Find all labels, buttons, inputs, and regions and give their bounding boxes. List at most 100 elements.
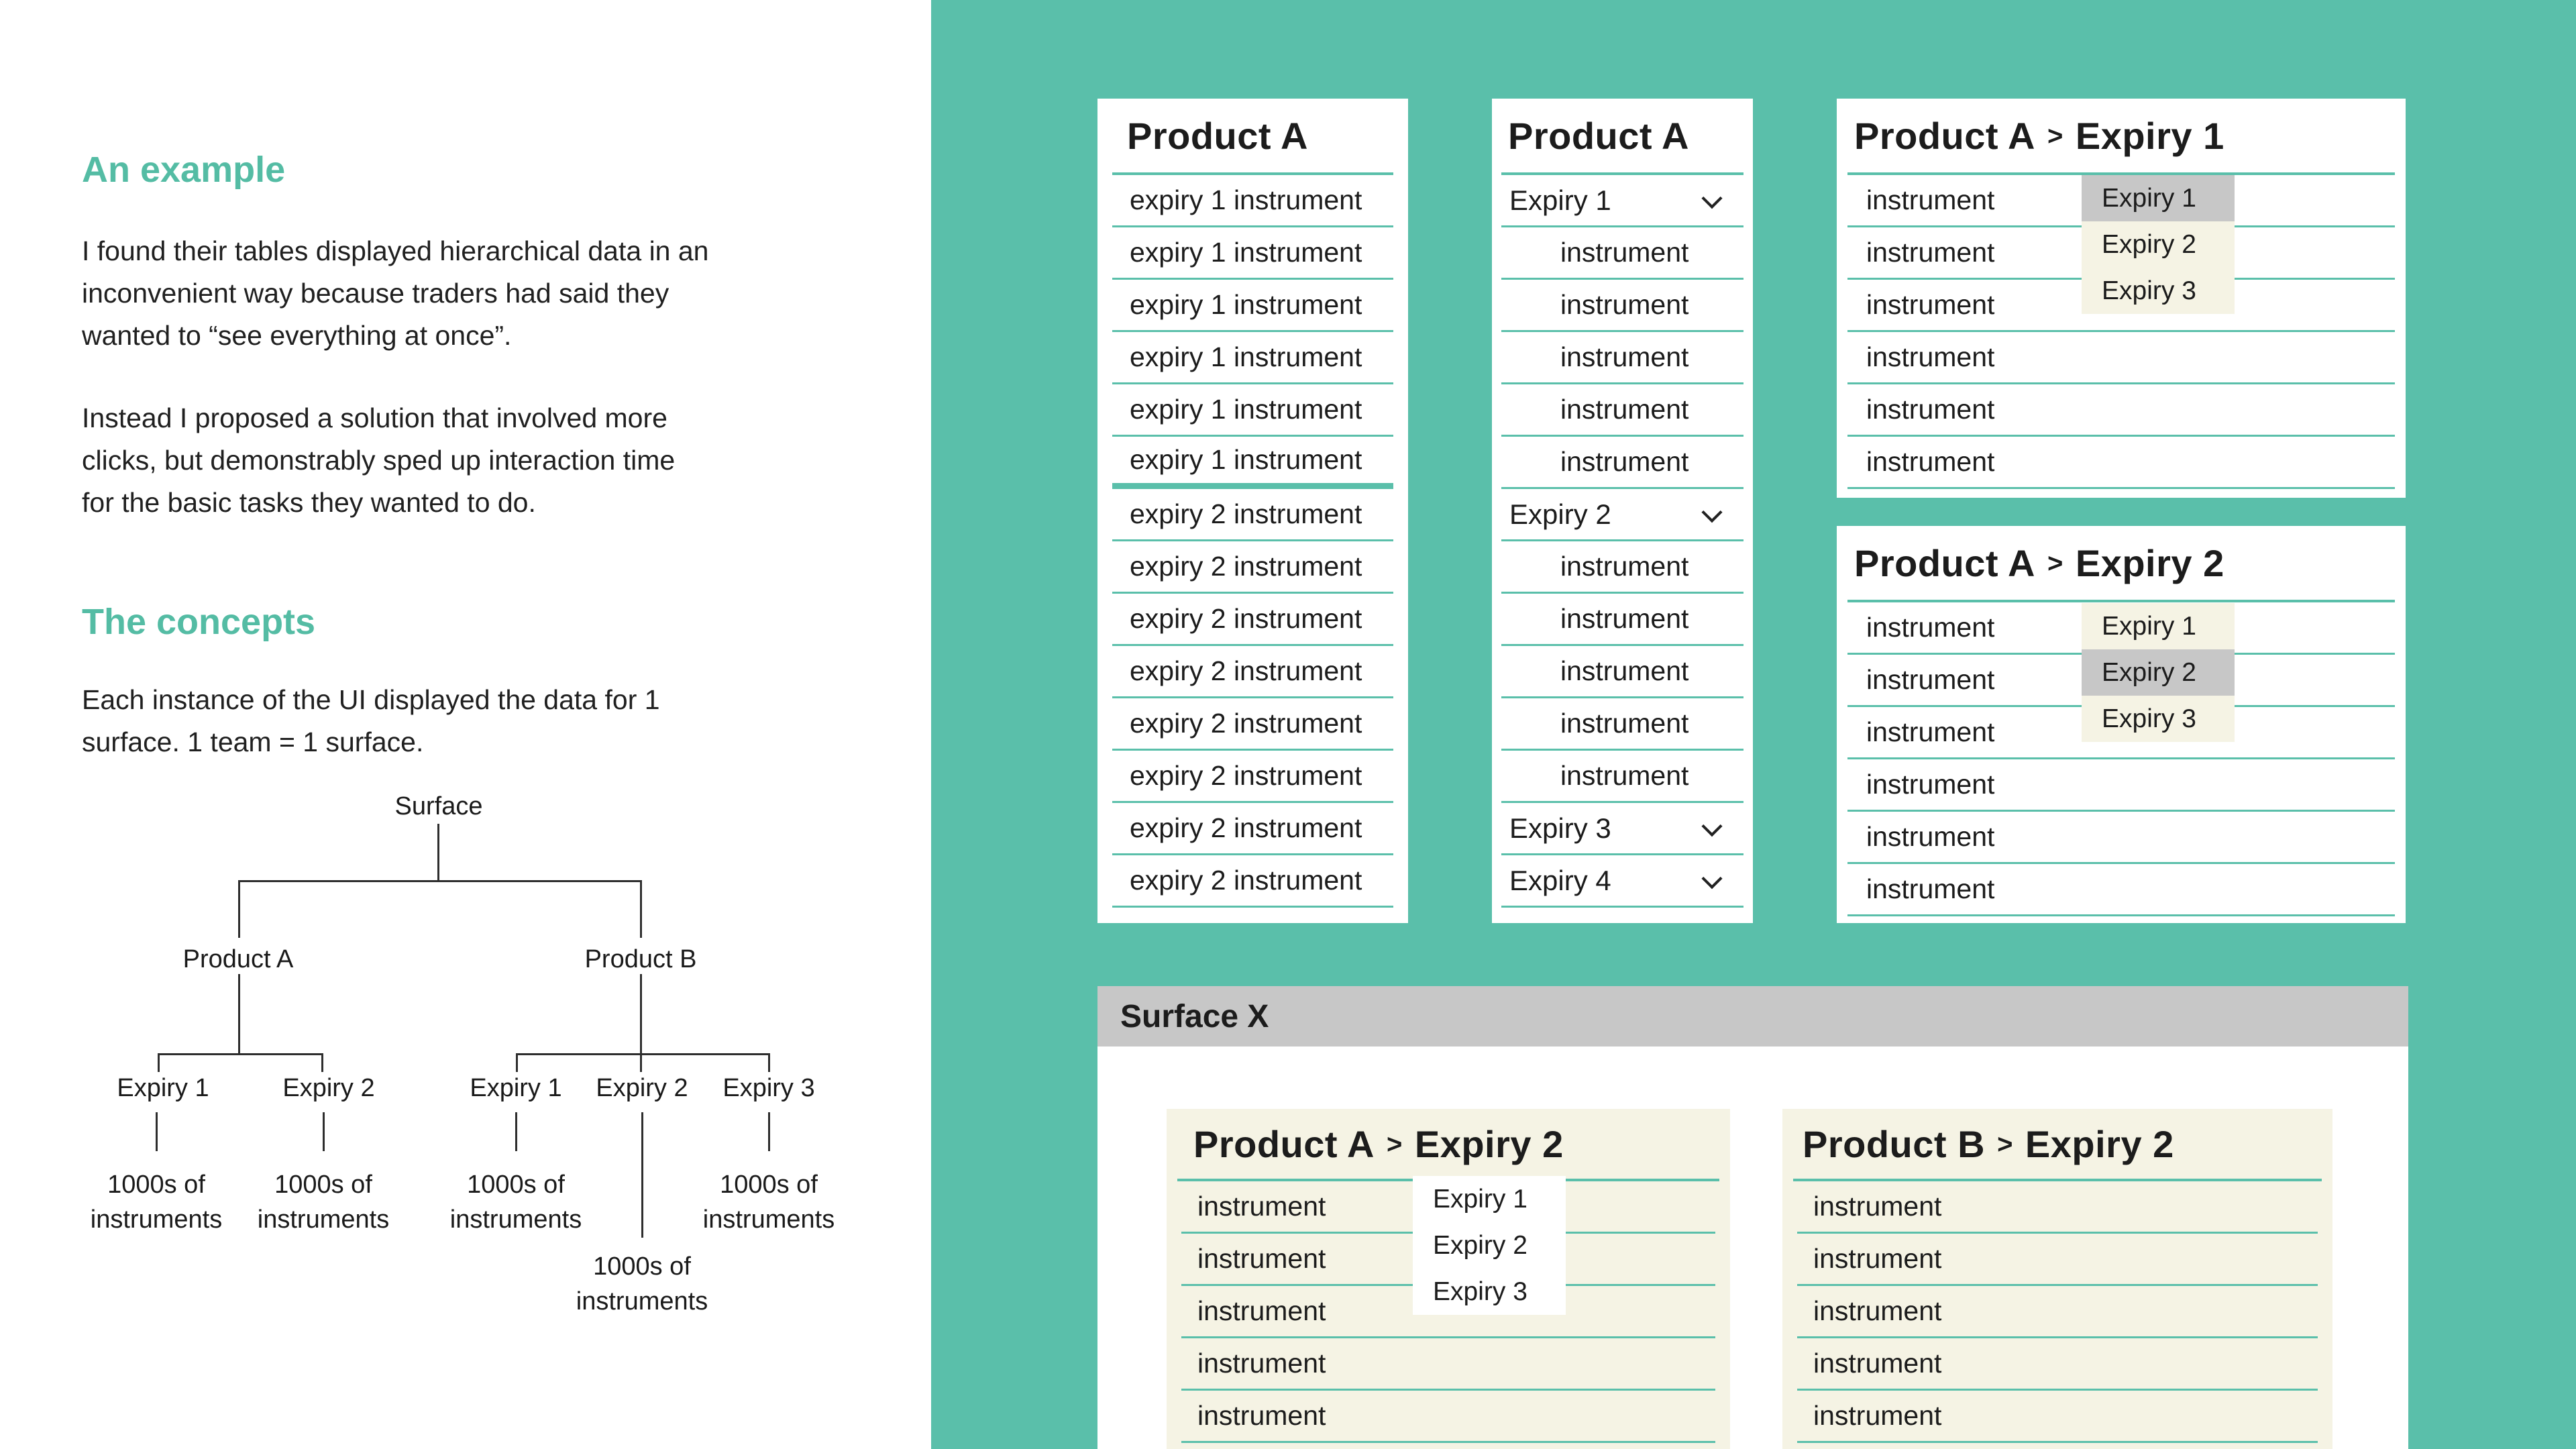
table-row[interactable]: expiry 2 instrument [1112, 594, 1393, 646]
breadcrumb-expiry-trigger[interactable]: Expiry 2 [2025, 1122, 2174, 1165]
paragraph-surface: Each instance of the UI displayed the da… [82, 679, 873, 763]
table-row[interactable]: expiry 2 instrument [1112, 541, 1393, 594]
row-label: instrument [1560, 341, 1689, 372]
breadcrumb-product: Product A [1854, 541, 2035, 584]
dropdown-option[interactable]: Expiry 3 [2082, 268, 2235, 314]
table-row[interactable]: instrument [1501, 384, 1743, 437]
table-row[interactable]: instrument [1797, 1286, 2318, 1338]
tree-connector [640, 880, 642, 938]
row-label: instrument [1197, 1348, 1326, 1379]
table-row[interactable]: expiry 1 instrument [1112, 175, 1393, 227]
row-label: expiry 1 instrument [1130, 394, 1362, 425]
table-row[interactable]: instrument [1797, 1181, 2318, 1234]
table-row[interactable]: expiry 2 instrument [1112, 646, 1393, 698]
table-row[interactable]: instrument [1181, 1391, 1715, 1443]
table-row[interactable]: instrument [1847, 280, 2395, 332]
tree-connector [158, 1053, 323, 1055]
row-label: instrument [1560, 655, 1689, 686]
surface-x-title: Surface X [1120, 998, 1269, 1034]
dropdown-option[interactable]: Expiry 1 [2082, 603, 2235, 649]
row-label: instrument [1560, 394, 1689, 425]
table-row[interactable]: instrument [1501, 646, 1743, 698]
table-row[interactable]: expiry 1 instrument [1112, 437, 1393, 489]
dropdown-option[interactable]: Expiry 2 [2082, 221, 2235, 268]
table-row[interactable]: instrument [1847, 864, 2395, 916]
table-rows: Expiry 1 instrument instrument instrumen… [1501, 175, 1743, 908]
row-label: instrument [1560, 603, 1689, 634]
tree-leaf-b2: 1000s of instruments [576, 1252, 708, 1316]
table-row[interactable]: instrument [1847, 437, 2395, 489]
table-row[interactable]: instrument [1181, 1286, 1715, 1338]
table-row[interactable]: instrument [1501, 751, 1743, 803]
table-rows: instrument instrument instrument instrum… [1847, 602, 2395, 916]
table-row[interactable]: expiry 2 instrument [1112, 803, 1393, 855]
table-row[interactable]: instrument [1847, 332, 2395, 384]
dropdown-option[interactable]: Expiry 2 [1413, 1222, 1566, 1269]
table-row[interactable]: expiry 1 instrument [1112, 332, 1393, 384]
row-label: instrument [1560, 551, 1689, 582]
tree-connector [238, 880, 240, 938]
table-row[interactable]: instrument [1501, 594, 1743, 646]
table-row[interactable]: expiry 1 instrument [1112, 280, 1393, 332]
row-label: expiry 2 instrument [1130, 603, 1362, 634]
expiry-dropdown: Expiry 1 Expiry 2 Expiry 3 [1413, 1176, 1566, 1315]
table-row[interactable]: expiry 1 instrument [1112, 384, 1393, 437]
table-row[interactable]: instrument [1847, 707, 2395, 759]
table-row[interactable]: instrument [1847, 759, 2395, 812]
dropdown-option[interactable]: Expiry 1 [1413, 1176, 1566, 1222]
row-label: instrument [1866, 716, 1995, 747]
row-label: expiry 2 instrument [1130, 551, 1362, 582]
paragraph-solution: Instead I proposed a solution that invol… [82, 397, 873, 524]
row-label: instrument [1866, 184, 1995, 215]
table-row[interactable]: instrument [1797, 1391, 2318, 1443]
breadcrumb-expiry-trigger[interactable]: Expiry 2 [1414, 1122, 1564, 1165]
row-label: Expiry 1 [1509, 184, 1611, 216]
breadcrumb-expiry-trigger[interactable]: Expiry 2 [2075, 541, 2224, 584]
table-row[interactable]: expiry 2 instrument [1112, 751, 1393, 803]
table-row[interactable]: instrument [1797, 1234, 2318, 1286]
title-rule [1501, 172, 1743, 175]
row-label: instrument [1866, 769, 1995, 800]
case-study-panel: An example I found their tables displaye… [0, 0, 931, 1449]
dropdown-option[interactable]: Expiry 1 [2082, 175, 2235, 221]
table-row[interactable]: instrument [1847, 384, 2395, 437]
surface-card-b-expiry2: Product B > Expiry 2 instrument instrume… [1782, 1109, 2332, 1449]
breadcrumb-product: Product A [1193, 1122, 1375, 1165]
table-row[interactable]: instrument [1797, 1338, 2318, 1391]
table-row[interactable]: expiry 2 instrument [1112, 489, 1393, 541]
table-row[interactable]: instrument [1181, 1338, 1715, 1391]
chevron-down-icon [1701, 187, 1723, 209]
table-row[interactable]: expiry 1 instrument [1112, 227, 1393, 280]
table-row[interactable]: expiry 2 instrument [1112, 698, 1393, 751]
row-label: instrument [1813, 1191, 1942, 1222]
table-row[interactable]: Expiry 3 [1501, 803, 1743, 855]
table-row[interactable]: instrument [1501, 227, 1743, 280]
table-row[interactable]: instrument [1501, 280, 1743, 332]
table-row[interactable]: instrument [1501, 541, 1743, 594]
paragraph-tables: I found their tables displayed hierarchi… [82, 230, 873, 357]
table-rows: instrument instrument instrument instrum… [1847, 175, 2395, 489]
breadcrumb-product: Product A [1854, 114, 2035, 157]
breadcrumb: Product B > Expiry 2 [1782, 1109, 2332, 1179]
dropdown-option[interactable]: Expiry 3 [1413, 1269, 1566, 1315]
table-row[interactable]: instrument [1501, 332, 1743, 384]
tree-b-expiry2-label: Expiry 2 [596, 1074, 688, 1102]
row-label: Expiry 4 [1509, 864, 1611, 896]
expiry-dropdown: Expiry 1 Expiry 2 Expiry 3 [2082, 175, 2235, 314]
row-label: instrument [1866, 341, 1995, 372]
row-label: instrument [1866, 821, 1995, 852]
table-row[interactable]: instrument [1501, 437, 1743, 489]
table-row[interactable]: instrument [1847, 812, 2395, 864]
tree-connector [158, 1053, 160, 1072]
breadcrumb-expiry-trigger[interactable]: Expiry 1 [2075, 114, 2224, 157]
table-row[interactable]: expiry 2 instrument [1112, 855, 1393, 908]
row-label: expiry 2 instrument [1130, 708, 1362, 739]
table-row[interactable]: Expiry 1 [1501, 175, 1743, 227]
paragraph-line: Instead I proposed a solution that invol… [82, 402, 667, 433]
dropdown-option[interactable]: Expiry 2 [2082, 649, 2235, 696]
table-row[interactable]: Expiry 2 [1501, 489, 1743, 541]
dropdown-option[interactable]: Expiry 3 [2082, 696, 2235, 742]
table-row[interactable]: instrument [1847, 175, 2395, 227]
table-row[interactable]: Expiry 4 [1501, 855, 1743, 908]
table-row[interactable]: instrument [1501, 698, 1743, 751]
